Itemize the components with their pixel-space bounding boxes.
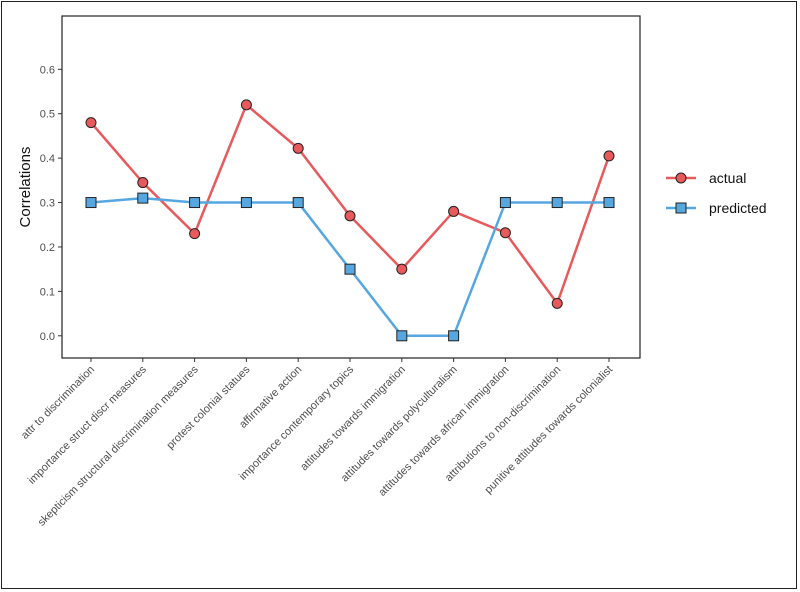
x-tick-label: attitudes towards immigration	[298, 364, 408, 474]
point-predicted	[85, 197, 97, 209]
point-actual	[396, 263, 408, 275]
y-axis: 0.0 0.1 0.2 0.3 0.4 0.5 0.6	[40, 64, 62, 343]
y-axis-title: Correlations	[17, 147, 34, 228]
y-tick-label: 0.5	[40, 109, 55, 121]
point-predicted	[603, 197, 615, 209]
point-predicted	[448, 330, 460, 342]
legend-marker-predicted	[675, 202, 687, 214]
point-predicted	[499, 197, 511, 209]
y-tick-label: 0.1	[40, 286, 55, 298]
legend-marker-actual	[675, 172, 687, 184]
point-actual	[603, 150, 615, 162]
series-markers	[85, 99, 615, 342]
point-actual	[344, 210, 356, 222]
point-actual	[85, 117, 97, 129]
point-predicted	[344, 263, 356, 275]
point-actual	[448, 205, 460, 217]
point-predicted	[292, 197, 304, 209]
point-predicted	[396, 330, 408, 342]
y-tick-label: 0.3	[40, 198, 55, 210]
legend: actual predicted	[666, 170, 767, 216]
point-predicted	[189, 197, 201, 209]
x-tick-label: importance contemporary topics	[237, 363, 357, 483]
y-tick-label: 0.0	[40, 331, 55, 343]
y-tick-label: 0.4	[40, 153, 55, 165]
plot-panel	[61, 15, 641, 359]
y-tick-label: 0.2	[40, 242, 55, 254]
point-actual	[240, 99, 252, 111]
y-tick-label: 0.6	[40, 64, 55, 76]
point-actual	[499, 227, 511, 239]
point-predicted	[551, 197, 563, 209]
x-tick-label: protest colonial statues	[164, 363, 252, 451]
point-predicted	[137, 192, 149, 204]
point-actual	[137, 177, 149, 189]
point-actual	[189, 228, 201, 240]
point-predicted	[240, 197, 252, 209]
legend-label-predicted: predicted	[709, 200, 767, 216]
point-actual	[551, 297, 563, 309]
legend-label-actual: actual	[709, 170, 746, 186]
point-actual	[292, 142, 304, 154]
